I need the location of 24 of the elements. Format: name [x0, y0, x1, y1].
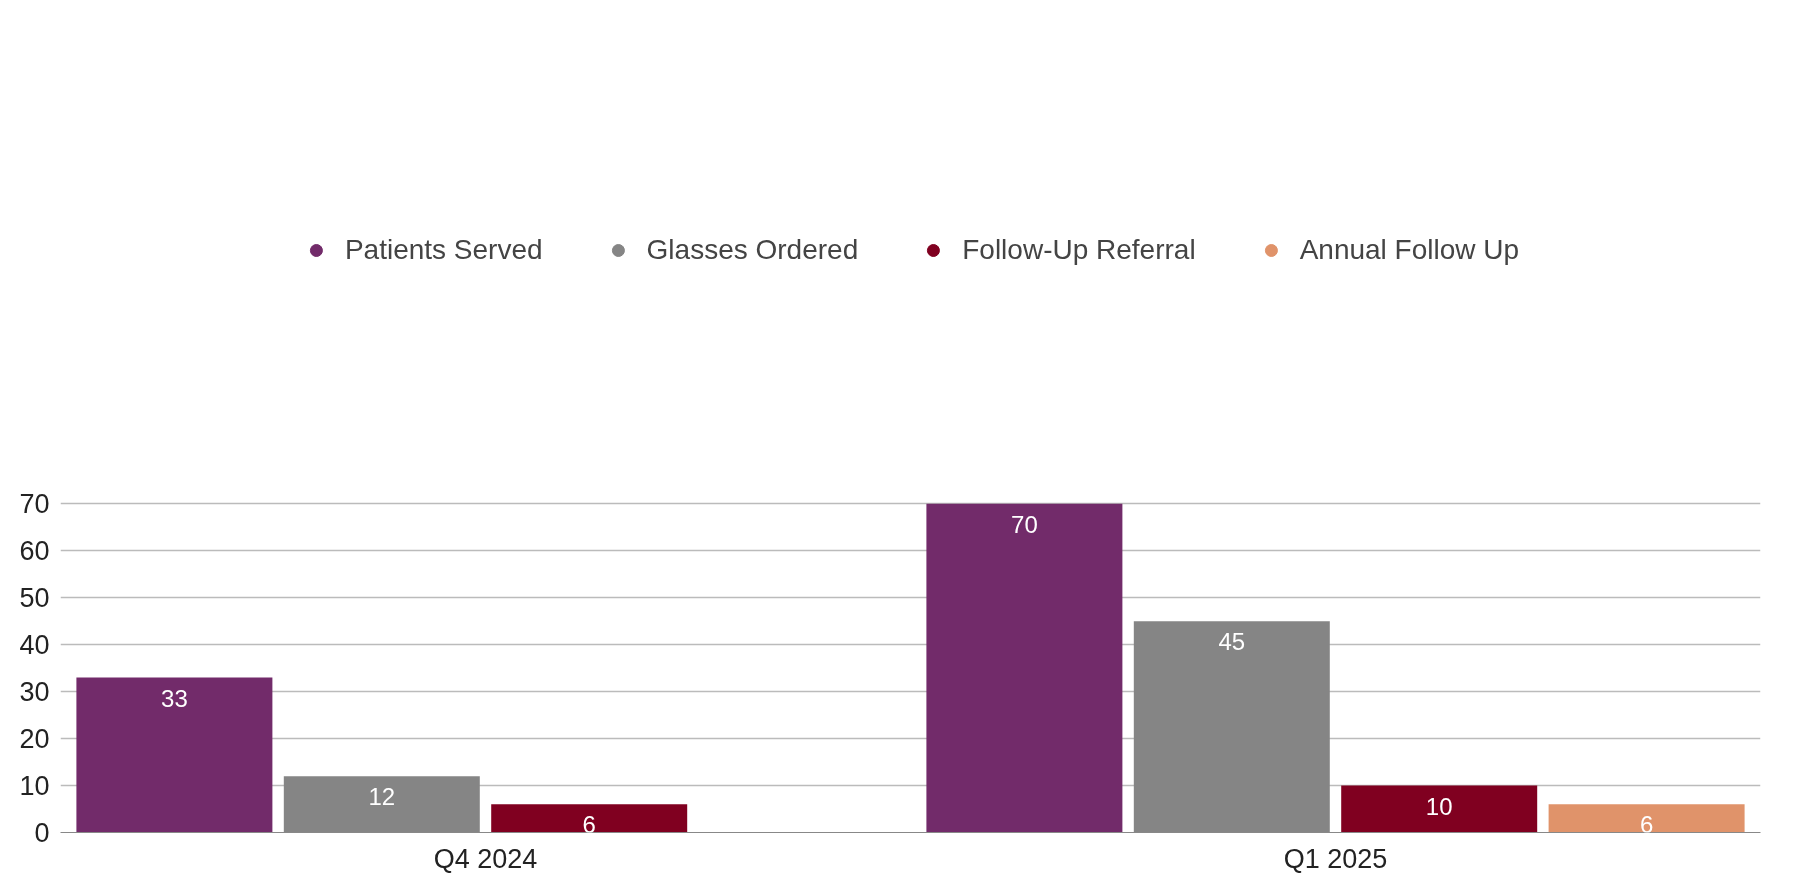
y-tick-label: 10 [19, 771, 50, 802]
y-tick-label: 30 [19, 677, 50, 708]
legend-label: Annual Follow Up [1299, 234, 1520, 266]
legend-label: Follow-Up Referral [962, 234, 1196, 266]
data-label: 33 [161, 684, 188, 712]
y-tick-label: 0 [34, 818, 50, 848]
x-tick-label: Q1 2025 [1283, 843, 1388, 874]
y-tick-label: 70 [19, 489, 50, 520]
data-label: 45 [1218, 628, 1246, 656]
bar [491, 804, 688, 833]
bar [1341, 785, 1538, 833]
bar [1548, 804, 1745, 833]
data-label: 10 [1425, 792, 1453, 820]
y-tick-label: 50 [19, 583, 50, 614]
data-label: 70 [1011, 510, 1038, 538]
legend-label: Glasses Ordered [646, 234, 859, 266]
bar [926, 503, 1123, 833]
bar [76, 677, 273, 833]
y-tick-label: 40 [19, 630, 50, 661]
y-tick-label: 20 [19, 724, 50, 755]
y-tick-label: 60 [19, 536, 50, 567]
data-label: 12 [368, 783, 396, 811]
legend-label: Patients Served [344, 234, 543, 266]
x-tick-label: Q4 2024 [433, 843, 538, 874]
